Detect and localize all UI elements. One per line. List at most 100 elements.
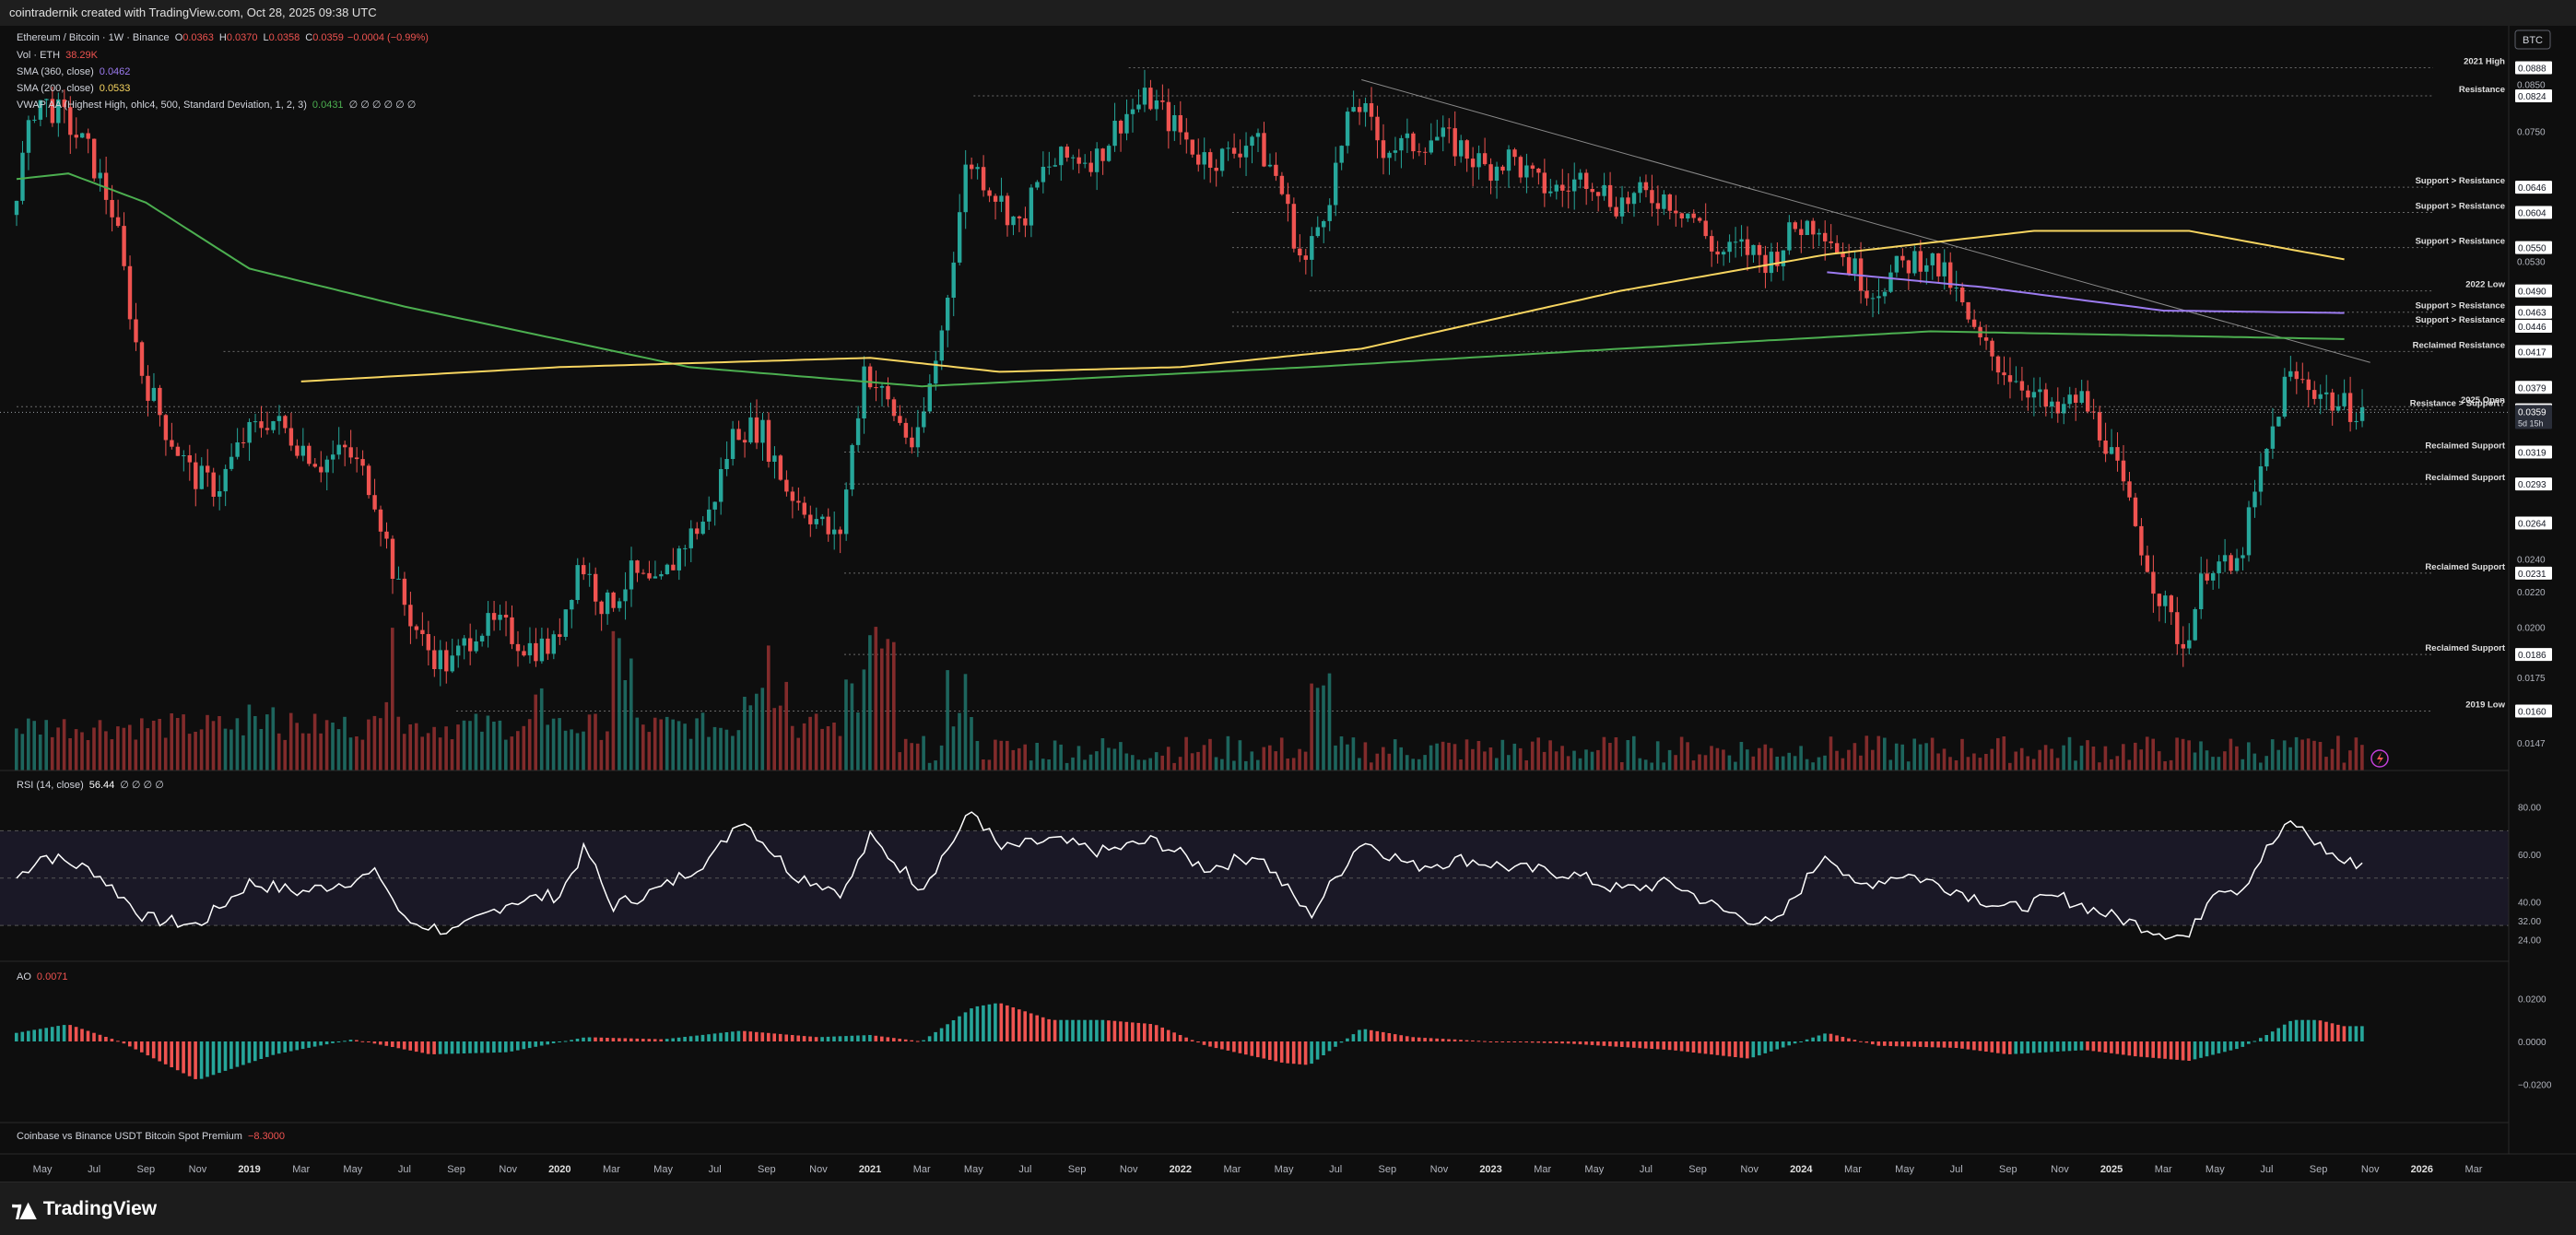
candle-body [229, 456, 234, 469]
volume-bar [647, 732, 652, 770]
ao-bar [2235, 1041, 2239, 1050]
volume-bar [379, 718, 382, 770]
candle-body [1626, 197, 1630, 205]
volume-bar [98, 720, 102, 770]
ao-bar [700, 1034, 705, 1041]
candle-body [1799, 229, 1804, 235]
volume-bar [312, 713, 317, 770]
volume-bar [1423, 755, 1427, 770]
candle-body [1751, 244, 1756, 255]
candle-body [1619, 197, 1625, 217]
legend-l-value: 0.0358 [269, 32, 300, 43]
ao-bar [1698, 1041, 1701, 1053]
ao-bar [1936, 1041, 1940, 1048]
legend: Ethereum / Bitcoin · 1W · Binance O0.0363… [17, 32, 429, 111]
ao-bar [987, 1004, 992, 1041]
tradingview-logo[interactable]: ⁊▲ TradingView [11, 1194, 157, 1225]
volume-bar [910, 743, 913, 770]
ao-bar [2300, 1019, 2304, 1041]
ao-bar [1136, 1022, 1141, 1041]
ao-bar [1238, 1041, 1242, 1053]
volume-bar [2043, 745, 2048, 770]
candle-body [1453, 128, 1457, 157]
ao-bar [915, 1041, 920, 1042]
ao-bar [844, 1036, 848, 1041]
candle-body [891, 399, 897, 417]
volume-bar [50, 736, 54, 770]
svg-text:VWAP AA (Highest High, ohlc4,: VWAP AA (Highest High, ohlc4, 500, Stand… [17, 100, 416, 111]
ao-bar [1041, 1017, 1045, 1041]
ao-bar [2259, 1038, 2263, 1041]
volume-bar [1560, 746, 1564, 770]
ao-bar [1590, 1041, 1594, 1045]
ao-bar [755, 1031, 759, 1041]
ao-bar [599, 1037, 604, 1041]
candle-body [934, 360, 938, 384]
time-tick: Nov [189, 1164, 207, 1175]
volume-bar [336, 729, 341, 770]
candle-body [1835, 242, 1840, 253]
volume-bar [1298, 748, 1301, 770]
volume-bar [235, 718, 240, 770]
ao-bar [1435, 1038, 1439, 1041]
volume-bar [922, 735, 925, 770]
price-box-label: 0.0160 [2518, 707, 2547, 717]
ao-bar [1208, 1041, 1212, 1047]
candle-body [1154, 100, 1159, 110]
time-axis[interactable]: May Jul Sep Nov 2019 Mar May Jul Sep Nov 2020 Mar Ma… [0, 1153, 2576, 1175]
ao-bar [1691, 1041, 1696, 1053]
time-tick: Mar [2464, 1164, 2482, 1175]
ao-bar [975, 1006, 980, 1041]
ao-bar [504, 1041, 508, 1053]
price-axis[interactable]: 0.09500.08500.07500.05300.03600.02400.02… [0, 39, 2552, 1091]
price-box [2515, 477, 2552, 491]
ao-bar [1859, 1041, 1863, 1042]
volume-bar [1871, 749, 1875, 770]
candle-body [151, 387, 157, 401]
ao-bar [2217, 1041, 2221, 1053]
ao-bar [618, 1038, 621, 1041]
price-box-label: 0.0379 [2518, 383, 2547, 394]
volume-bar [498, 720, 502, 770]
time-tick: Sep [1688, 1164, 1707, 1175]
volume-bar [1751, 756, 1756, 770]
price-box [2515, 284, 2552, 298]
candle-body [1924, 265, 1929, 272]
ao-bar [796, 1035, 800, 1041]
candle-body [2347, 393, 2353, 422]
ao-bar [1686, 1041, 1689, 1053]
candle-body [814, 519, 818, 524]
price-chart[interactable]: 2021 High Resistance Support > Resistance S… [0, 26, 2576, 1182]
ao-bar [1512, 1041, 1517, 1042]
ao-bar [1667, 1041, 1672, 1051]
candle-body [1059, 147, 1064, 166]
volume-bar [1088, 754, 1093, 770]
candle-body [2109, 447, 2114, 454]
volume-bar [736, 730, 741, 770]
candle-body [1518, 157, 1523, 178]
volume-bar [140, 718, 144, 770]
ao-bar [68, 1025, 72, 1041]
candle-body [1817, 232, 1821, 235]
volume-bar [1387, 753, 1392, 770]
price-box [2515, 516, 2552, 530]
volume-bar [343, 716, 347, 770]
candle-body [187, 455, 192, 463]
volume-bar [2157, 751, 2161, 770]
volume-bar [665, 716, 669, 770]
ao-bar [1214, 1041, 1218, 1049]
volume-bar [2294, 736, 2299, 770]
lightning-icon[interactable] [2370, 749, 2389, 768]
candle-body [796, 500, 801, 503]
volume-bar [892, 641, 896, 770]
candle-body [56, 99, 61, 124]
volume-bar [1811, 762, 1815, 770]
currency-badge[interactable]: BTC [2514, 29, 2551, 50]
volume-bar [1667, 749, 1672, 770]
candle-body [2103, 441, 2108, 454]
candle-body [820, 516, 825, 520]
volume-bar [659, 719, 663, 770]
ao-bar [1715, 1041, 1720, 1055]
volume-bar [635, 717, 640, 770]
ao-bar [2270, 1031, 2275, 1041]
